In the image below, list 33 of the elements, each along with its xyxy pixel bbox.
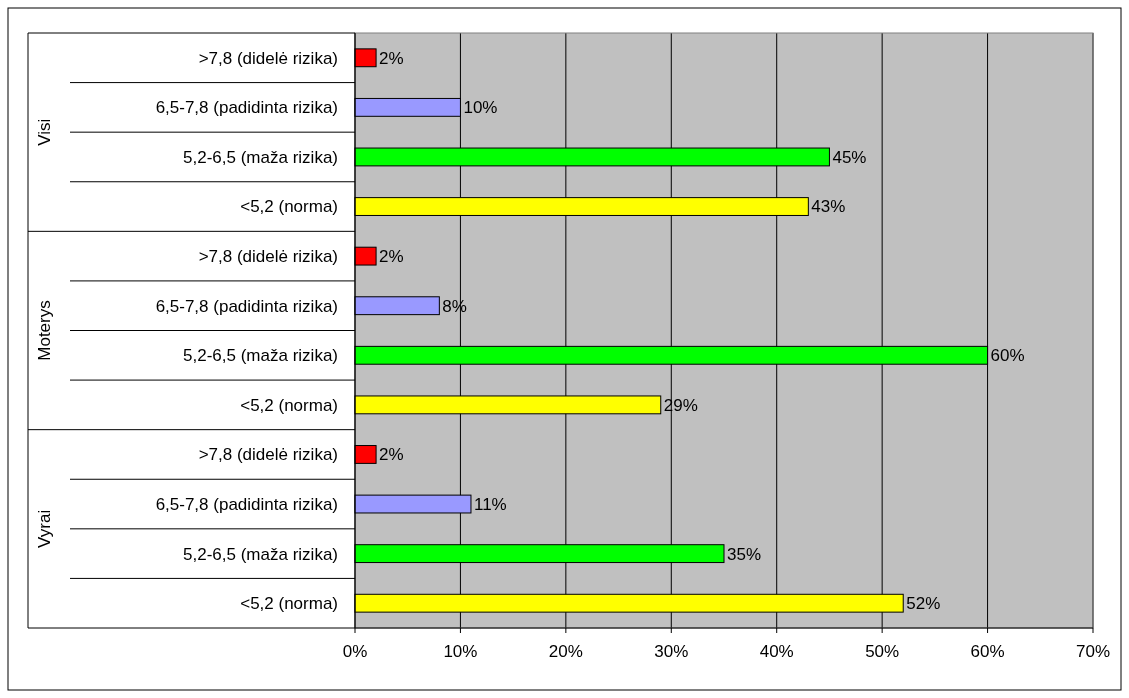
y-tick-label: >7,8 (didelė rizika) — [198, 247, 338, 267]
y-tick-label: <5,2 (norma) — [240, 594, 338, 614]
data-label: 60% — [990, 346, 1025, 366]
y-tick-label: <5,2 (norma) — [240, 197, 338, 217]
y-tick-label: 6,5-7,8 (padidinta rizika) — [155, 98, 338, 118]
y-tick-label: 5,2-6,5 (maža rizika) — [183, 544, 338, 564]
text: Visi — [35, 118, 54, 146]
y-tick-label: 6,5-7,8 (padidinta rizika) — [155, 296, 338, 316]
y-tick-label: 5,2-6,5 (maža rizika) — [183, 147, 338, 167]
y-tick-label: 6,5-7,8 (padidinta rizika) — [155, 494, 338, 514]
data-label: 45% — [832, 147, 867, 167]
data-label: 11% — [473, 494, 507, 514]
data-label: 2% — [379, 247, 404, 267]
x-tick-label: 10% — [443, 642, 478, 661]
x-tick-label: 70% — [1075, 642, 1111, 661]
x-tick-label: 30% — [654, 642, 689, 661]
data-label: 35% — [727, 544, 762, 564]
y-tick-label: >7,8 (didelė rizika) — [198, 48, 338, 68]
text: Vyrai — [35, 509, 54, 548]
y-tick-label: 5,2-6,5 (maža rizika) — [183, 346, 338, 366]
data-label: 2% — [379, 48, 404, 68]
data-label: 10% — [463, 98, 498, 118]
y-tick-label: >7,8 (didelė rizika) — [198, 445, 338, 465]
data-label: 43% — [811, 197, 846, 217]
data-label: 52% — [906, 594, 941, 614]
data-label: 2% — [379, 445, 404, 465]
x-tick-label: 0% — [342, 642, 368, 661]
x-tick-label: 50% — [865, 642, 900, 661]
x-tick-label: 60% — [970, 642, 1005, 661]
x-tick-label: 40% — [759, 642, 794, 661]
text: Moterys — [35, 300, 54, 361]
x-tick-label: 20% — [548, 642, 583, 661]
y-tick-label: <5,2 (norma) — [240, 395, 338, 415]
